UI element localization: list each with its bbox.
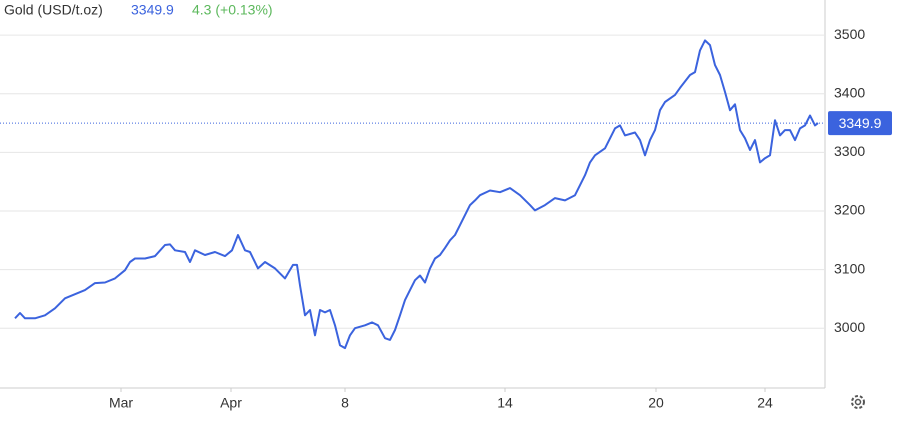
price: 3349.9 xyxy=(131,2,174,18)
x-tick-label: 24 xyxy=(757,395,773,411)
x-tick-label: 14 xyxy=(497,395,513,411)
change: 4.3 (+0.13%) xyxy=(192,2,273,18)
last-price-label: 3349.9 xyxy=(839,115,882,131)
y-tick-label: 3400 xyxy=(834,84,865,100)
x-tick-label: 20 xyxy=(648,395,664,411)
chart-title: Gold (USD/t.oz) xyxy=(4,2,103,18)
x-tick-label: 8 xyxy=(341,395,349,411)
price-line xyxy=(14,39,819,350)
last-price-badge xyxy=(828,111,892,136)
x-tick-label: Mar xyxy=(109,395,133,411)
y-tick-label: 3200 xyxy=(834,202,865,218)
y-tick-label: 3000 xyxy=(834,319,865,335)
y-tick-label: 3100 xyxy=(834,260,865,276)
y-tick-label: 3300 xyxy=(834,143,865,159)
x-tick-label: Apr xyxy=(220,395,242,411)
settings-icon[interactable] xyxy=(851,395,865,409)
y-tick-label: 3500 xyxy=(834,26,865,42)
